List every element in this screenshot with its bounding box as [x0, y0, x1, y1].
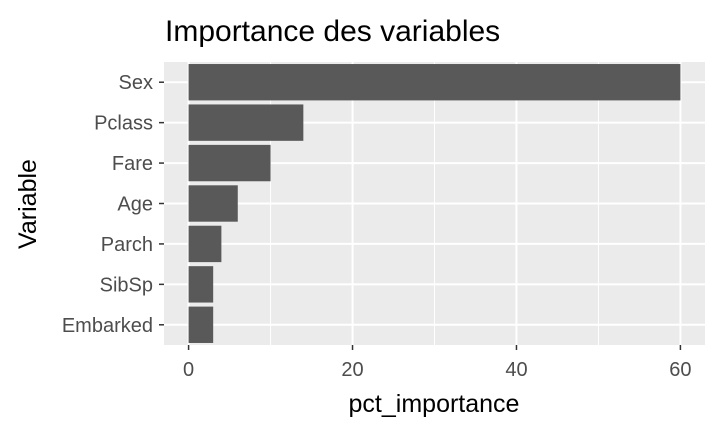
- y-axis-title: Variable: [14, 159, 42, 249]
- bar-sex: [188, 64, 681, 101]
- y-tick-label: Age: [117, 194, 153, 216]
- chart-title: Importance des variables: [165, 15, 500, 48]
- x-axis-title: pct_importance: [349, 390, 520, 418]
- bar-age: [188, 185, 238, 222]
- x-tick-label: 60: [669, 359, 691, 381]
- bar-fare: [188, 144, 271, 182]
- x-tick-label: 40: [505, 359, 527, 381]
- y-tick-label: Parch: [101, 234, 153, 256]
- y-tick-label: Embarked: [62, 315, 153, 337]
- bars: [188, 64, 681, 343]
- y-tick-label: Pclass: [94, 113, 153, 135]
- x-tick-label: 0: [183, 359, 194, 381]
- bar-embarked: [188, 306, 214, 343]
- x-tick-label: 20: [341, 359, 363, 381]
- bar-parch: [188, 225, 222, 263]
- y-tick-label: SibSp: [100, 274, 153, 296]
- bar-sibsp: [188, 266, 214, 303]
- y-axis: Sex Pclass Fare Age Parch SibSp Embarked: [62, 72, 164, 337]
- x-axis: 0 20 40 60: [183, 345, 692, 381]
- y-tick-label: Sex: [119, 72, 153, 94]
- y-tick-label: Fare: [112, 153, 153, 175]
- bar-pclass: [188, 104, 304, 141]
